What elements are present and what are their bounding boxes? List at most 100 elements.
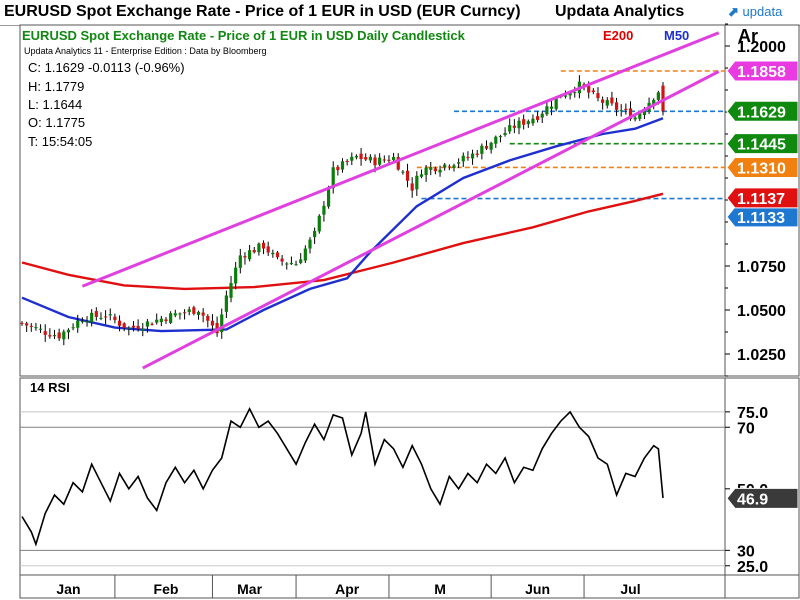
candle-body bbox=[638, 113, 642, 119]
price-tick-label: 1.0750 bbox=[737, 259, 786, 276]
updata-logo: ⬈ updata bbox=[728, 4, 782, 20]
candle-body bbox=[452, 165, 456, 168]
price-tag-label: 1.1629 bbox=[737, 104, 786, 121]
rsi-tick-label: 70 bbox=[737, 420, 755, 437]
candle-body bbox=[415, 175, 419, 190]
candle-body bbox=[238, 255, 242, 268]
candle-body bbox=[136, 325, 140, 329]
rsi-axis-area[interactable] bbox=[724, 377, 800, 576]
candle-body bbox=[313, 230, 317, 238]
candle-body bbox=[80, 321, 84, 323]
candle-body bbox=[62, 331, 66, 340]
candle-body bbox=[354, 155, 359, 158]
candle-body bbox=[359, 153, 363, 160]
scale-mode-label[interactable]: Ar bbox=[738, 26, 758, 46]
month-label: Jan bbox=[56, 581, 80, 597]
candle-body bbox=[85, 321, 89, 323]
candle-body bbox=[243, 256, 247, 258]
candle-body bbox=[433, 168, 438, 172]
candle-body bbox=[392, 156, 396, 161]
candle-body bbox=[382, 159, 386, 161]
candle-body bbox=[568, 92, 572, 96]
month-label: Apr bbox=[335, 581, 360, 597]
candle-body bbox=[587, 85, 591, 93]
candle-body bbox=[261, 242, 266, 249]
candle-body bbox=[206, 316, 210, 321]
date-axis-area[interactable] bbox=[19, 574, 726, 599]
candle-body bbox=[122, 323, 126, 328]
axis-corner bbox=[724, 574, 800, 599]
price-tag bbox=[726, 100, 799, 122]
candle-body bbox=[545, 106, 549, 115]
candle-body bbox=[66, 329, 71, 333]
candle-body bbox=[531, 118, 535, 124]
candle-body bbox=[573, 92, 577, 94]
rsi-plot-area[interactable] bbox=[19, 377, 726, 576]
candle-body bbox=[619, 110, 623, 112]
candle-body bbox=[48, 335, 52, 337]
candle-body bbox=[229, 282, 233, 298]
candle-body bbox=[275, 252, 280, 258]
candle-body bbox=[94, 311, 98, 317]
month-label: Jun bbox=[525, 581, 550, 597]
price-tag bbox=[726, 156, 799, 178]
rsi-tick-label: 25.0 bbox=[737, 559, 768, 576]
candle-body bbox=[104, 316, 108, 318]
candle-body bbox=[628, 108, 633, 120]
price-tag-label: 1.1133 bbox=[737, 210, 785, 227]
candle-body bbox=[317, 215, 321, 232]
candle-body bbox=[378, 157, 382, 165]
legend-m50: M50 bbox=[664, 28, 689, 43]
candle-body bbox=[480, 145, 484, 154]
price-tag-label: 1.1137 bbox=[737, 191, 785, 208]
candle-body bbox=[484, 146, 489, 149]
candle-body bbox=[145, 321, 150, 327]
candle-body bbox=[90, 312, 94, 323]
candle-body bbox=[526, 121, 530, 125]
rsi-tick-label: 75.0 bbox=[737, 405, 768, 422]
candle-body bbox=[489, 142, 493, 150]
price-tag bbox=[726, 206, 799, 228]
candle-body bbox=[461, 155, 465, 162]
candle-body bbox=[220, 314, 224, 333]
candle-body bbox=[522, 119, 526, 125]
candle-body bbox=[192, 307, 196, 314]
channel-line[interactable] bbox=[81, 31, 720, 288]
candle-body bbox=[373, 157, 377, 166]
candle-body bbox=[494, 136, 498, 144]
channel-line[interactable] bbox=[142, 70, 720, 370]
candle-body bbox=[294, 264, 298, 266]
candle-body bbox=[624, 108, 628, 110]
candle-body bbox=[424, 167, 428, 175]
candle-body bbox=[210, 320, 215, 326]
candle-body bbox=[169, 313, 173, 323]
candle-body bbox=[410, 183, 414, 191]
candle-body bbox=[326, 188, 331, 207]
window-title: EURUSD Spot Exchange Rate - Price of 1 E… bbox=[4, 3, 521, 20]
info-high: H: 1.1779 bbox=[28, 79, 84, 94]
candle-body bbox=[331, 167, 335, 189]
candle-body bbox=[340, 161, 345, 170]
candle-body bbox=[271, 252, 275, 255]
price-tick-label: 1.0500 bbox=[737, 303, 786, 320]
candle-body bbox=[503, 133, 507, 136]
price-tag bbox=[726, 187, 799, 209]
candle-body bbox=[99, 317, 103, 319]
price-plot-area[interactable] bbox=[19, 24, 726, 377]
candle-body bbox=[25, 323, 29, 326]
candle-body bbox=[470, 153, 475, 159]
candle-body bbox=[429, 167, 433, 170]
candle-body bbox=[280, 258, 284, 262]
candle-body bbox=[20, 322, 24, 324]
candle-body bbox=[368, 156, 372, 161]
candle-body bbox=[266, 246, 270, 253]
candle-body bbox=[652, 99, 656, 105]
candle-body bbox=[591, 90, 595, 93]
candle-body bbox=[196, 311, 201, 315]
price-tag bbox=[726, 60, 799, 82]
rsi-value-tag bbox=[726, 487, 799, 509]
candle-body bbox=[336, 166, 340, 171]
month-label: Feb bbox=[154, 581, 179, 597]
candle-body bbox=[113, 316, 117, 321]
